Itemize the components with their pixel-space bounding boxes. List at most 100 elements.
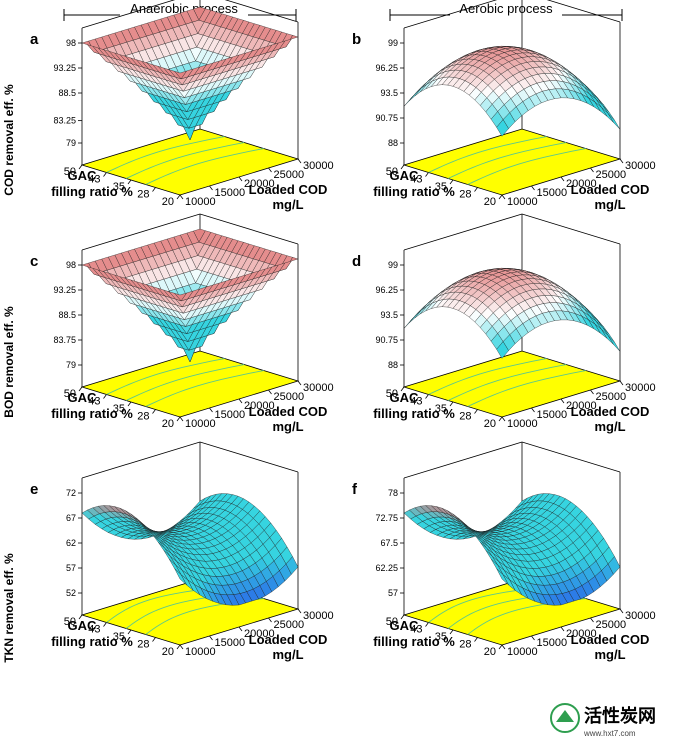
x-axis-unit-c: mg/L [272,419,303,434]
x-tick-mark-e [209,635,213,641]
y-axis-title-f: GAC [390,618,420,633]
surface-cell-d [496,341,509,359]
floor-contour-b [428,136,547,173]
y-tick-label-d: 50 [386,388,398,400]
x-tick-label-e: 10000 [185,646,216,658]
y-tick-label-f: 28 [459,639,471,651]
y-tick-mark-b [400,164,405,170]
box-edge-top-left-c [81,213,201,251]
panel-letter-d: d [352,253,361,270]
z-tick-label-a: 98 [66,38,76,48]
y-tick-mark-f [498,644,503,650]
box-edge-top-right-f [521,441,621,473]
x-tick-mark-a [209,185,213,191]
x-axis-title-c: Loaded COD [249,404,328,419]
panel-b: b 9996.2593.590.7588100001500020000250003… [352,0,656,212]
box-edge-top-right-c [199,213,299,245]
x-tick-label-e: 20000 [244,628,275,640]
box-edge-top-right-e [199,441,299,473]
x-tick-mark-a [238,176,243,182]
y-tick-label-a: 20 [162,196,174,208]
x-tick-mark-c [179,416,184,422]
y-tick-label-f: 43 [410,624,422,636]
y-tick-label-e: 28 [137,639,149,651]
y-tick-mark-e [127,629,132,635]
y-tick-label-a: 43 [88,174,100,186]
x-tick-mark-f [501,644,506,650]
x-tick-mark-f [531,635,535,641]
x-tick-label-e: 15000 [215,637,246,649]
x-tick-label-e: 30000 [303,610,334,622]
y-axis-unit-c: filling ratio % [51,406,133,421]
panel-a: a 9893.2588.583.2579100001500020000250003… [30,0,334,212]
y-tick-label-d: 43 [410,396,422,408]
y-tick-label-b: 50 [386,166,398,178]
x-tick-label-c: 20000 [244,400,275,412]
surface-cell-b [496,119,509,137]
y-tick-mark-a [152,187,156,192]
box-edge-top-right-a [224,0,299,23]
x-tick-mark-c [209,407,213,413]
x-tick-mark-d [619,380,624,386]
y-tick-mark-a [78,164,83,170]
x-tick-mark-f [619,608,624,614]
x-tick-label-c: 30000 [303,382,334,394]
y-tick-mark-b [498,194,503,200]
x-tick-mark-d [590,389,594,395]
y-tick-label-c: 28 [137,411,149,423]
surface-cell-b [607,113,621,130]
z-tick-label-f: 72.75 [375,513,398,523]
floor-contour-b [447,142,567,179]
watermark: 活性炭网 www.hxt7.com [550,703,656,738]
floor-contour-a [125,142,245,179]
x-tick-label-d: 30000 [625,382,656,394]
z-tick-label-c: 83.75 [53,335,76,345]
x-axis-unit-a: mg/L [272,197,303,212]
x-tick-mark-e [238,626,243,632]
z-tick-label-e: 67 [66,513,76,523]
z-tick-label-f: 57 [388,588,398,598]
floor-contour-d [428,358,547,395]
box-edge-top-left-a [81,0,176,29]
y-tick-mark-a [127,179,132,185]
y-tick-label-b: 43 [410,174,422,186]
x-tick-label-a: 30000 [303,160,334,172]
x-tick-mark-f [590,617,594,623]
x-tick-label-a: 20000 [244,178,275,190]
panel-letter-c: c [30,253,38,270]
z-tick-label-e: 57 [66,563,76,573]
z-tick-label-b: 93.5 [380,88,398,98]
x-tick-label-c: 25000 [274,391,305,403]
x-axis-title-d: Loaded COD [571,404,650,419]
floor-contour-d [467,370,586,407]
x-axis-title-b: Loaded COD [571,182,650,197]
y-tick-label-b: 35 [435,181,447,193]
z-tick-label-b: 99 [388,38,398,48]
x-tick-label-b: 30000 [625,160,656,172]
floor-contour-a [106,136,225,173]
surface-cell-d [607,335,621,352]
panels-group: a 9893.2588.583.2579100001500020000250003… [30,0,656,662]
x-tick-label-f: 20000 [566,628,597,640]
z-tick-label-d: 96.25 [375,285,398,295]
y-axis-title-a: GAC [68,168,98,183]
y-tick-label-d: 20 [484,418,496,430]
y-tick-mark-b [474,187,478,192]
z-tick-label-c: 88.5 [58,310,76,320]
y-tick-label-d: 35 [435,403,447,415]
z-tick-label-d: 88 [388,360,398,370]
y-tick-mark-f [400,614,405,620]
z-tick-label-c: 79 [66,360,76,370]
x-tick-mark-a [297,158,302,164]
watermark-logo-mark [556,710,574,722]
z-tick-label-e: 62 [66,538,76,548]
x-tick-mark-a [268,167,272,173]
x-tick-label-f: 15000 [537,637,568,649]
x-tick-label-d: 15000 [537,409,568,421]
x-tick-mark-c [268,389,272,395]
y-tick-mark-e [78,614,83,620]
x-tick-label-a: 15000 [215,187,246,199]
surface-cell-a [174,70,188,80]
